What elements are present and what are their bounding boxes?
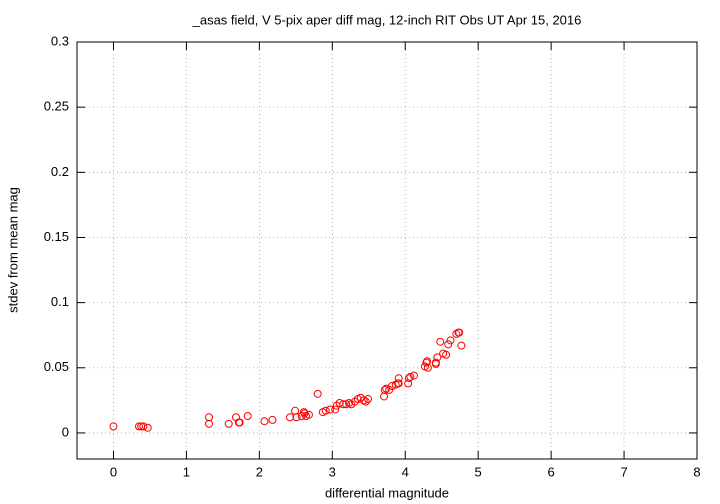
point [299, 408, 308, 417]
x-tick-label: 4 [402, 464, 409, 479]
point [205, 419, 214, 428]
x-tick-label: 3 [329, 464, 336, 479]
point [404, 374, 413, 383]
y-tick-label: 0.1 [51, 294, 69, 309]
point [422, 358, 431, 367]
point [457, 341, 466, 350]
point [454, 328, 463, 337]
point [359, 396, 368, 405]
y-axis-label: stdev from mean mag [5, 187, 20, 313]
y-tick-label: 0.2 [51, 164, 69, 179]
point [109, 422, 118, 431]
point [135, 422, 143, 431]
point [268, 415, 277, 424]
plot-border [76, 41, 698, 460]
chart-title: _asas field, V 5-pix aper diff mag, 12-i… [192, 12, 582, 27]
point [235, 418, 244, 427]
point [326, 405, 335, 414]
point [444, 340, 453, 349]
point [297, 411, 306, 420]
x-tick-label: 2 [256, 464, 263, 479]
point [321, 406, 330, 415]
x-tick-label: 7 [620, 464, 627, 479]
point [260, 417, 269, 426]
point [339, 400, 348, 409]
x-axis-label: differential magnitude [325, 485, 449, 500]
point [345, 398, 354, 407]
point [442, 350, 451, 359]
y-tick-label: 0.15 [44, 229, 69, 244]
y-tick-label: 0.3 [51, 33, 69, 48]
point [394, 374, 403, 383]
point [350, 397, 359, 406]
y-tick-label: 0.05 [44, 359, 69, 374]
point [313, 389, 322, 398]
point [304, 410, 313, 419]
point [380, 385, 389, 394]
point [292, 413, 301, 422]
point [224, 419, 233, 428]
point [446, 336, 455, 345]
point [431, 359, 440, 368]
x-tick-label: 6 [548, 464, 555, 479]
y-tick-label: 0 [62, 424, 69, 439]
point [409, 371, 418, 380]
point [436, 337, 445, 346]
point [406, 372, 415, 381]
point [394, 379, 403, 388]
y-tick-label: 0.25 [44, 99, 69, 114]
x-tick-label: 5 [475, 464, 482, 479]
point [139, 422, 148, 431]
point [423, 357, 432, 366]
point [364, 395, 373, 404]
x-tick-label: 1 [183, 464, 190, 479]
point [143, 423, 152, 432]
point [331, 405, 340, 414]
point [243, 411, 252, 420]
point [361, 397, 370, 406]
x-tick-label: 8 [693, 464, 700, 479]
point [356, 393, 365, 402]
x-tick-label: 0 [110, 464, 117, 479]
